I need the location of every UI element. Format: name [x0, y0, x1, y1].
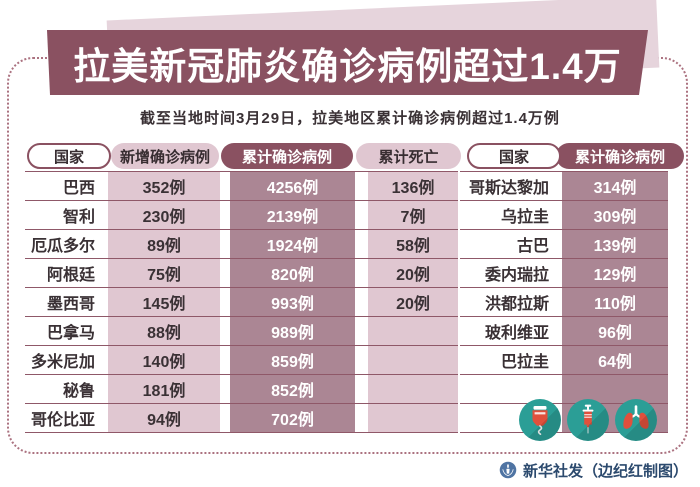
left-header-cumulative-deaths: 累计死亡 — [356, 143, 461, 169]
table-cell: 859例 — [230, 346, 355, 374]
syringe-glyph — [582, 404, 594, 434]
table-row: 玻利维亚 96例 — [460, 317, 668, 346]
table-row: 洪都拉斯 110例 — [460, 288, 668, 317]
table-cell: 89例 — [108, 230, 220, 258]
table-cell: 110例 — [562, 288, 668, 316]
right-header-cumulative-cases: 累计确诊病例 — [556, 143, 684, 169]
table-cell: 702例 — [230, 404, 355, 432]
table-cell: 820例 — [230, 259, 355, 287]
table-cell: 多米尼加 — [30, 354, 95, 371]
table-cell: 古巴 — [516, 238, 549, 255]
table-cell: 20例 — [368, 259, 458, 287]
right-table: 哥斯达黎加 314例 乌拉圭 309例 古巴 139例 委内瑞拉 129例 洪都拉斯 110例 玻利… — [460, 171, 668, 433]
table-cell: 智利 — [62, 209, 95, 226]
table-row: 委内瑞拉 129例 — [460, 259, 668, 288]
table-row: 哥斯达黎加 314例 — [460, 172, 668, 201]
table-cell: 129例 — [562, 259, 668, 287]
lungs-glyph — [623, 405, 649, 429]
table-row: 厄瓜多尔 89例 1924例 58例 — [25, 230, 458, 259]
table-cell: 309例 — [562, 201, 668, 229]
table-cell: 58例 — [368, 230, 458, 258]
table-cell: 64例 — [562, 346, 668, 374]
table-cell: 989例 — [230, 317, 355, 345]
table-row: 哥伦比亚 94例 702例 — [25, 404, 458, 433]
table-cell: 2139例 — [230, 201, 355, 229]
table-cell — [368, 404, 458, 432]
table-cell: 洪都拉斯 — [484, 296, 549, 313]
left-header-cumulative-cases: 累计确诊病例 — [221, 143, 353, 169]
table-cell: 993例 — [230, 288, 355, 316]
table-cell: 230例 — [108, 201, 220, 229]
left-header-country: 国家 — [27, 143, 111, 169]
table-row: 巴拉圭 64例 — [460, 346, 668, 375]
table-cell: 139例 — [562, 230, 668, 258]
table-row: 墨西哥 145例 993例 20例 — [25, 288, 458, 317]
left-table: 巴西 352例 4256例 136例智利 230例 2139例 7例厄瓜多尔 89例 1924例… — [25, 171, 458, 433]
table-cell: 181例 — [108, 375, 220, 403]
table-row: 阿根廷 75例 820例 20例 — [25, 259, 458, 288]
table-cell: 94例 — [108, 404, 220, 432]
table-cell: 145例 — [108, 288, 220, 316]
table-row: 秘鲁 181例 852例 — [25, 375, 458, 404]
iv-drip-glyph — [532, 406, 548, 435]
lungs-icon — [615, 399, 657, 441]
table-cell: 墨西哥 — [46, 296, 95, 313]
table-cell: 20例 — [368, 288, 458, 316]
table-cell — [368, 375, 458, 403]
table-cell: 4256例 — [230, 172, 355, 200]
xinhua-logo-icon — [499, 461, 517, 479]
iv-drip-icon — [519, 399, 561, 441]
table-cell: 厄瓜多尔 — [30, 238, 95, 255]
table-cell: 96例 — [562, 317, 668, 345]
table-cell: 哥斯达黎加 — [468, 180, 549, 197]
right-header-country: 国家 — [467, 143, 561, 169]
page-title: 拉美新冠肺炎确诊病例超过1.4万 — [73, 45, 622, 87]
table-cell: 314例 — [562, 172, 668, 200]
table-row: 巴拿马 88例 989例 — [25, 317, 458, 346]
credit-line: 新华社发（边纪红制图） — [0, 460, 688, 480]
table-cell: 乌拉圭 — [500, 209, 549, 226]
table-row: 古巴 139例 — [460, 230, 668, 259]
table-cell: 巴拉圭 — [500, 354, 549, 371]
table-cell: 哥伦比亚 — [30, 412, 95, 429]
table-row: 多米尼加 140例 859例 — [25, 346, 458, 375]
table-cell: 352例 — [108, 172, 220, 200]
subtitle: 截至当地时间3月29日，拉美地区累计确诊病例超过1.4万例 — [140, 110, 560, 127]
table-cell — [368, 317, 458, 345]
table-cell: 1924例 — [230, 230, 355, 258]
table-cell: 委内瑞拉 — [484, 267, 549, 284]
table-cell: 秘鲁 — [62, 383, 95, 400]
syringe-icon — [567, 399, 609, 441]
table-cell: 140例 — [108, 346, 220, 374]
table-cell: 88例 — [108, 317, 220, 345]
table-cell — [460, 375, 562, 403]
table-cell: 7例 — [368, 201, 458, 229]
table-cell — [368, 346, 458, 374]
left-header-new-cases: 新增确诊病例 — [111, 143, 219, 169]
table-cell: 巴西 — [62, 180, 95, 197]
table-cell: 巴拿马 — [46, 325, 95, 342]
table-row: 智利 230例 2139例 7例 — [25, 201, 458, 230]
table-cell: 852例 — [230, 375, 355, 403]
table-cell — [562, 375, 668, 403]
table-row — [460, 375, 668, 404]
table-cell: 阿根廷 — [46, 267, 95, 284]
table-cell: 75例 — [108, 259, 220, 287]
credit-text: 新华社发（边纪红制图） — [522, 462, 688, 480]
table-cell: 玻利维亚 — [484, 325, 549, 342]
table-row: 乌拉圭 309例 — [460, 201, 668, 230]
title-banner: 拉美新冠肺炎确诊病例超过1.4万 — [47, 30, 648, 95]
table-row: 巴西 352例 4256例 136例 — [25, 172, 458, 201]
table-cell: 136例 — [368, 172, 458, 200]
